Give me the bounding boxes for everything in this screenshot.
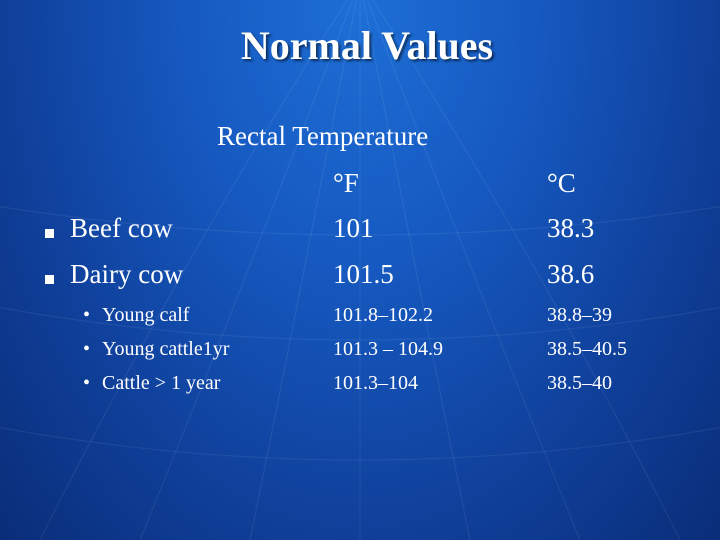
row-celsius: 38.8–39	[547, 304, 612, 326]
row-label: Cattle > 1 year	[102, 372, 221, 394]
table-row: Dairy cow 101.5 38.6	[0, 259, 720, 295]
row-label: Young cattle1yr	[102, 338, 230, 360]
table-row: Beef cow 101 38.3	[0, 213, 720, 249]
column-header-row: °F °C	[0, 168, 720, 204]
row-fahrenheit: 101.3 – 104.9	[333, 338, 443, 360]
table-row: • Cattle > 1 year 101.3–104 38.5–40	[0, 372, 720, 408]
row-celsius: 38.5–40	[547, 372, 612, 394]
row-fahrenheit: 101.3–104	[333, 372, 418, 394]
celsius-header: °C	[547, 168, 576, 198]
row-label: Beef cow	[70, 213, 173, 243]
table-row: • Young cattle1yr 101.3 – 104.9 38.5–40.…	[0, 338, 720, 374]
row-celsius: 38.3	[547, 213, 595, 243]
row-fahrenheit: 101	[333, 213, 374, 243]
fahrenheit-header: °F	[333, 168, 359, 198]
slide-title: Normal Values	[240, 23, 494, 68]
row-celsius: 38.5–40.5	[547, 338, 627, 360]
row-fahrenheit: 101.5	[333, 259, 394, 289]
table-row: • Young calf 101.8–102.2 38.8–39	[0, 304, 720, 340]
square-bullet-icon	[45, 275, 54, 284]
row-celsius: 38.6	[547, 259, 595, 289]
round-bullet-icon: •	[83, 338, 91, 360]
table-subheading: Rectal Temperature	[217, 121, 429, 151]
round-bullet-icon: •	[83, 304, 91, 326]
square-bullet-icon	[45, 229, 54, 238]
round-bullet-icon: •	[83, 372, 91, 394]
row-label: Young calf	[102, 304, 190, 326]
row-fahrenheit: 101.8–102.2	[333, 304, 433, 326]
row-label: Dairy cow	[70, 259, 184, 289]
